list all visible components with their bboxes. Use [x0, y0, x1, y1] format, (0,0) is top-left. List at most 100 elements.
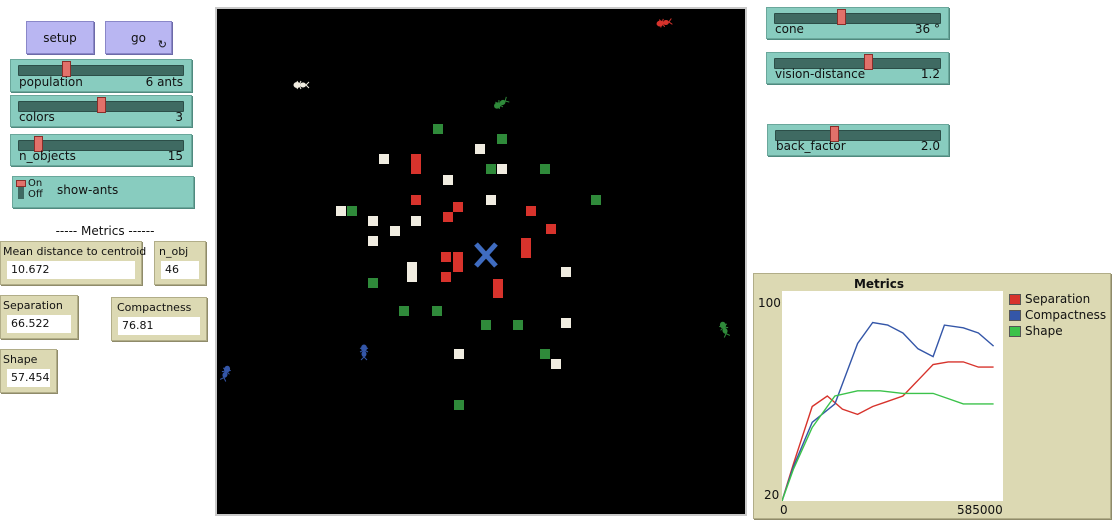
object-cell: [540, 349, 550, 359]
legend-swatch-compactness: [1009, 309, 1021, 321]
ant-icon: [656, 18, 673, 28]
object-cell: [454, 400, 464, 410]
object-cell: [521, 248, 531, 258]
object-cell: [443, 175, 453, 185]
object-cell: [433, 124, 443, 134]
object-cell: [497, 134, 507, 144]
back-factor-slider-track[interactable]: [775, 130, 941, 141]
ant-icon: [719, 321, 731, 338]
metrics-plot: Metrics 100 20 0 585000 Separation Compa…: [753, 273, 1111, 519]
plot-title: Metrics: [853, 277, 905, 291]
object-cell: [443, 212, 453, 222]
object-cell: [453, 252, 463, 262]
metrics-header: ----- Metrics ------: [55, 224, 155, 238]
switch-on-label: On: [28, 178, 43, 189]
legend-swatch-separation: [1009, 293, 1021, 305]
go-button[interactable]: go ↻: [105, 21, 172, 54]
back-factor-slider-knob[interactable]: [829, 126, 839, 142]
legend-label-separation: Separation: [1025, 292, 1091, 306]
object-cell: [411, 216, 421, 226]
object-cell: [411, 154, 421, 164]
show-ants-switch[interactable]: On Off show-ants: [12, 176, 194, 208]
vision-distance-slider-knob[interactable]: [864, 54, 874, 70]
population-slider-knob[interactable]: [61, 61, 71, 77]
n-obj-value: 46: [161, 261, 199, 279]
centroid-stroke-b: [474, 242, 498, 268]
legend-shape: Shape: [1009, 324, 1063, 338]
plot-ymin-label: 20: [764, 488, 780, 502]
colors-slider-knob[interactable]: [96, 97, 106, 113]
shape-series-line: [781, 390, 994, 502]
back-factor-slider-value: 2.0: [920, 139, 940, 153]
switch-label: show-ants: [57, 183, 119, 197]
vision-distance-slider[interactable]: vision-distance 1.2: [766, 52, 949, 84]
colors-slider[interactable]: colors 3: [10, 95, 192, 127]
object-cell: [411, 164, 421, 174]
cone-slider[interactable]: cone 36 °: [766, 7, 949, 39]
legend-label-compactness: Compactness: [1025, 308, 1107, 322]
population-slider[interactable]: population 6 ants: [10, 59, 192, 92]
n-objects-slider-knob[interactable]: [33, 136, 43, 152]
object-cell: [336, 206, 346, 216]
shape-value: 57.454: [7, 369, 50, 387]
switch-track[interactable]: [18, 181, 24, 199]
back-factor-slider[interactable]: back_factor 2.0: [767, 124, 949, 156]
object-cell: [546, 224, 556, 234]
compactness-value: 76.81: [118, 317, 200, 335]
mean-distance-monitor: Mean distance to centroid 10.672: [0, 241, 146, 285]
object-cell: [551, 359, 561, 369]
ant-icon: [219, 365, 231, 382]
legend-swatch-shape: [1009, 325, 1021, 337]
cone-slider-track[interactable]: [774, 13, 941, 24]
world-canvas[interactable]: [217, 9, 745, 514]
object-cell: [453, 202, 463, 212]
vision-distance-slider-value: 1.2: [920, 67, 940, 81]
forever-icon: ↻: [157, 38, 167, 51]
n-objects-slider[interactable]: n_objects 15: [10, 134, 192, 166]
vision-distance-slider-track[interactable]: [774, 58, 941, 69]
separation-value: 66.522: [7, 315, 71, 333]
shape-label: Shape: [3, 353, 38, 366]
object-cell: [441, 252, 451, 262]
population-slider-track[interactable]: [18, 65, 184, 76]
object-cell: [513, 320, 523, 330]
object-cell: [453, 262, 463, 272]
world-view[interactable]: [215, 7, 747, 516]
object-cell: [493, 279, 503, 289]
plot-canvas: [781, 321, 995, 502]
legend-separation: Separation: [1009, 292, 1090, 306]
object-cell: [441, 272, 451, 282]
compactness-monitor: Compactness 76.81: [111, 297, 207, 341]
separation-monitor: Separation 66.522: [0, 295, 78, 339]
separation-series-line: [781, 361, 994, 502]
object-cell: [493, 288, 503, 298]
object-cell: [368, 236, 378, 246]
object-cell: [591, 195, 601, 205]
object-cell: [561, 318, 571, 328]
compactness-series-line: [781, 321, 995, 502]
object-cell: [407, 262, 417, 272]
cone-slider-knob[interactable]: [837, 9, 847, 25]
object-cell: [407, 272, 417, 282]
object-cell: [486, 195, 496, 205]
object-cell: [475, 144, 485, 154]
legend-compactness: Compactness: [1009, 308, 1106, 322]
ant-icon: [359, 344, 369, 361]
object-cell: [368, 278, 378, 288]
mean-distance-label: Mean distance to centroid: [3, 245, 147, 258]
object-cell: [561, 267, 571, 277]
setup-button[interactable]: setup: [26, 21, 94, 54]
plot-ymax-label: 100: [758, 296, 781, 310]
ants: [219, 18, 731, 382]
compactness-label: Compactness: [117, 301, 192, 314]
switch-knob[interactable]: [16, 180, 26, 187]
legend-label-shape: Shape: [1025, 324, 1063, 338]
switch-off-label: Off: [28, 189, 43, 200]
shape-monitor: Shape 57.454: [0, 349, 57, 393]
cone-slider-label: cone: [775, 22, 804, 36]
n-objects-slider-track[interactable]: [18, 140, 184, 151]
colors-slider-label: colors: [19, 110, 55, 124]
vision-distance-slider-label: vision-distance: [775, 67, 866, 81]
object-cell: [390, 226, 400, 236]
object-cells: [336, 124, 601, 410]
